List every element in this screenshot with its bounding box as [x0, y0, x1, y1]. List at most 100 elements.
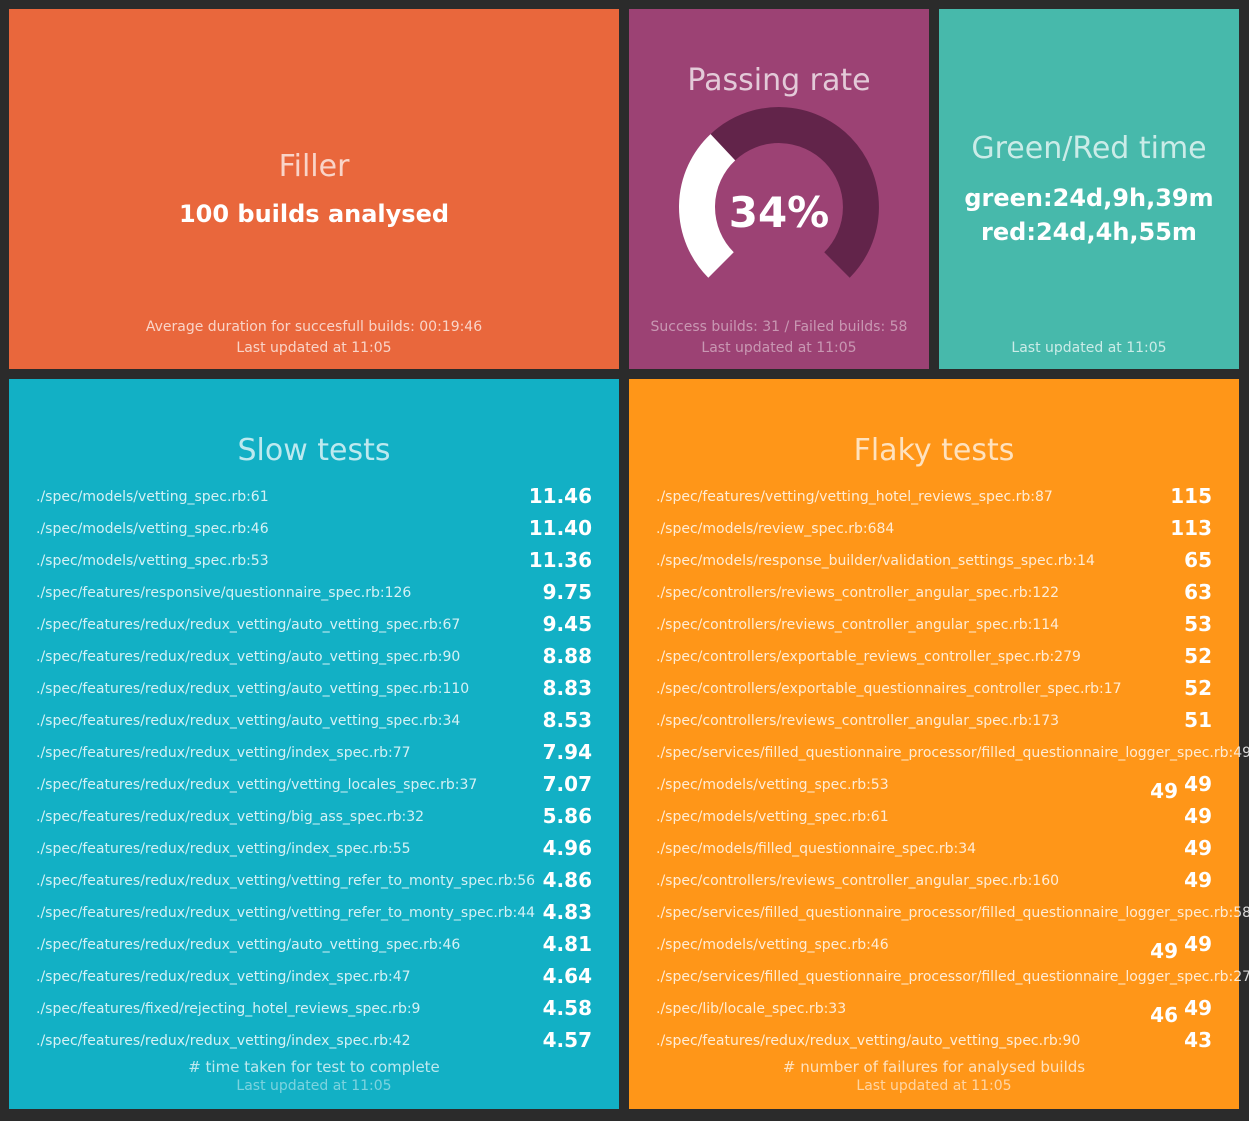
test-value: 4.81	[542, 932, 592, 956]
list-item: ./spec/features/redux/redux_vetting/vett…	[36, 897, 592, 929]
test-value-secondary: 49	[1150, 939, 1178, 963]
list-item: ./spec/features/redux/redux_vetting/auto…	[36, 641, 592, 673]
test-value: 43	[1184, 1028, 1212, 1052]
flaky-tests-updated-at: Last updated at 11:05	[856, 1078, 1012, 1094]
test-label: ./spec/models/review_spec.rb:684	[656, 521, 895, 537]
test-value: 115	[1170, 484, 1212, 508]
green-red-time-widget: Green/Red time green:24d,9h,39m red:24d,…	[939, 9, 1239, 369]
test-value: 49	[1184, 868, 1212, 892]
test-label: ./spec/controllers/reviews_controller_an…	[656, 713, 1060, 729]
test-value: 4.83	[542, 900, 592, 924]
list-item: ./spec/features/fixed/rejecting_hotel_re…	[36, 993, 592, 1025]
passing-rate-value: 34%	[728, 188, 830, 237]
passing-rate-more-info: Success builds: 31 / Failed builds: 58	[650, 319, 908, 335]
test-value: 52	[1184, 676, 1212, 700]
test-label: ./spec/models/vetting_spec.rb:46	[36, 521, 269, 537]
list-item: ./spec/models/vetting_spec.rb:46 49 49	[656, 929, 1212, 963]
list-item: ./spec/models/response_builder/validatio…	[656, 545, 1212, 577]
slow-tests-widget: Slow tests ./spec/models/vetting_spec.rb…	[9, 379, 619, 1109]
test-label: ./spec/features/redux/redux_vetting/inde…	[36, 969, 411, 985]
list-item: ./spec/controllers/exportable_reviews_co…	[656, 641, 1212, 673]
test-label: ./spec/features/redux/redux_vetting/inde…	[36, 841, 411, 857]
test-label: ./spec/features/redux/redux_vetting/vett…	[36, 873, 536, 889]
test-label: ./spec/controllers/reviews_controller_an…	[656, 585, 1060, 601]
list-item: ./spec/models/vetting_spec.rb:53 11.36	[36, 545, 592, 577]
test-value: 9.75	[542, 580, 592, 604]
test-label: ./spec/models/vetting_spec.rb:53	[656, 777, 889, 793]
test-label: ./spec/models/filled_questionnaire_spec.…	[656, 841, 977, 857]
passing-rate-updated-at: Last updated at 11:05	[701, 340, 857, 356]
test-value: 4.57	[542, 1028, 592, 1052]
test-label: ./spec/features/redux/redux_vetting/auto…	[656, 1033, 1081, 1049]
flaky-tests-widget: Flaky tests ./spec/features/vetting/vett…	[629, 379, 1249, 1109]
test-label: ./spec/features/fixed/rejecting_hotel_re…	[36, 1001, 421, 1017]
test-label: ./spec/controllers/reviews_controller_an…	[656, 617, 1060, 633]
test-label: ./spec/services/filled_questionnaire_pro…	[656, 745, 1249, 761]
test-value: 4.96	[542, 836, 592, 860]
test-label: ./spec/models/vetting_spec.rb:53	[36, 553, 269, 569]
list-item: ./spec/features/redux/redux_vetting/vett…	[36, 865, 592, 897]
test-label: ./spec/lib/locale_spec.rb:33	[656, 1001, 847, 1017]
list-item: ./spec/features/redux/redux_vetting/auto…	[656, 1025, 1212, 1057]
test-label: ./spec/models/vetting_spec.rb:46	[656, 937, 889, 953]
test-value: 11.46	[528, 484, 592, 508]
test-value: 5.86	[542, 804, 592, 828]
test-label: ./spec/controllers/exportable_reviews_co…	[656, 649, 1081, 665]
test-value: 49	[1184, 996, 1212, 1020]
flaky-tests-list: ./spec/features/vetting/vetting_hotel_re…	[656, 481, 1249, 1057]
test-value-secondary: 49	[1150, 779, 1178, 803]
test-value: 4.58	[542, 996, 592, 1020]
passing-rate-widget: Passing rate 34% Success builds: 31 / Fa…	[629, 9, 929, 369]
list-item: ./spec/models/vetting_spec.rb:61 11.46	[36, 481, 592, 513]
test-value-secondary: 46	[1150, 1003, 1178, 1027]
list-item: ./spec/features/redux/redux_vetting/inde…	[36, 961, 592, 993]
slow-tests-list: ./spec/models/vetting_spec.rb:61 11.46 ./s…	[36, 481, 592, 1057]
test-value: 49	[1184, 836, 1212, 860]
test-label: ./spec/features/redux/redux_vetting/vett…	[36, 777, 478, 793]
list-item: ./spec/features/redux/redux_vetting/auto…	[36, 673, 592, 705]
test-value: 53	[1184, 612, 1212, 636]
test-label: ./spec/controllers/reviews_controller_an…	[656, 873, 1060, 889]
list-item: ./spec/features/redux/redux_vetting/auto…	[36, 609, 592, 641]
filler-widget: Filler 100 builds analysed Average durat…	[9, 9, 619, 369]
test-value: 49	[1184, 932, 1212, 956]
list-item: ./spec/controllers/reviews_controller_an…	[656, 609, 1212, 641]
test-label: ./spec/features/responsive/questionnaire…	[36, 585, 412, 601]
test-label: ./spec/models/response_builder/validatio…	[656, 553, 1095, 569]
meter-fill	[679, 134, 736, 278]
test-label: ./spec/features/redux/redux_vetting/auto…	[36, 681, 470, 697]
green-red-title: Green/Red time	[971, 131, 1207, 166]
list-item: ./spec/features/redux/redux_vetting/auto…	[36, 705, 592, 737]
list-item: ./spec/lib/locale_spec.rb:33 49 46	[656, 993, 1212, 1027]
test-label: ./spec/features/redux/redux_vetting/vett…	[36, 905, 536, 921]
list-item: ./spec/features/responsive/questionnaire…	[36, 577, 592, 609]
slow-tests-more-info: # time taken for test to complete	[188, 1058, 440, 1076]
test-label: ./spec/controllers/exportable_questionna…	[656, 681, 1122, 697]
list-item: ./spec/models/vetting_spec.rb:53 49 49	[656, 769, 1212, 803]
test-value: 49	[1184, 804, 1212, 828]
list-item: ./spec/features/vetting/vetting_hotel_re…	[656, 481, 1212, 513]
test-value: 113	[1170, 516, 1212, 540]
test-value: 7.94	[542, 740, 592, 764]
passing-rate-title: Passing rate	[687, 63, 871, 98]
filler-text: 100 builds analysed	[178, 200, 450, 228]
test-value: 8.88	[542, 644, 592, 668]
test-value: 63	[1184, 580, 1212, 604]
test-label: ./spec/models/vetting_spec.rb:61	[656, 809, 889, 825]
test-value: 8.83	[542, 676, 592, 700]
flaky-tests-title: Flaky tests	[853, 433, 1015, 468]
filler-more-info: Average duration for succesfull builds: …	[145, 319, 483, 335]
flaky-tests-more-info: # number of failures for analysed builds	[782, 1058, 1086, 1076]
test-label: ./spec/features/redux/redux_vetting/auto…	[36, 713, 461, 729]
filler-updated-at: Last updated at 11:05	[236, 340, 392, 356]
list-item: ./spec/controllers/reviews_controller_an…	[656, 705, 1212, 737]
test-label: ./spec/features/redux/redux_vetting/auto…	[36, 617, 461, 633]
test-value: 9.45	[542, 612, 592, 636]
test-label: ./spec/features/redux/redux_vetting/inde…	[36, 1033, 411, 1049]
test-label: ./spec/models/vetting_spec.rb:61	[36, 489, 269, 505]
test-value: 4.86	[542, 868, 592, 892]
list-item: ./spec/features/redux/redux_vetting/auto…	[36, 929, 592, 961]
list-item: ./spec/models/filled_questionnaire_spec.…	[656, 833, 1212, 865]
list-item: ./spec/models/vetting_spec.rb:61 49	[656, 801, 1212, 833]
list-item: ./spec/features/redux/redux_vetting/vett…	[36, 769, 592, 801]
